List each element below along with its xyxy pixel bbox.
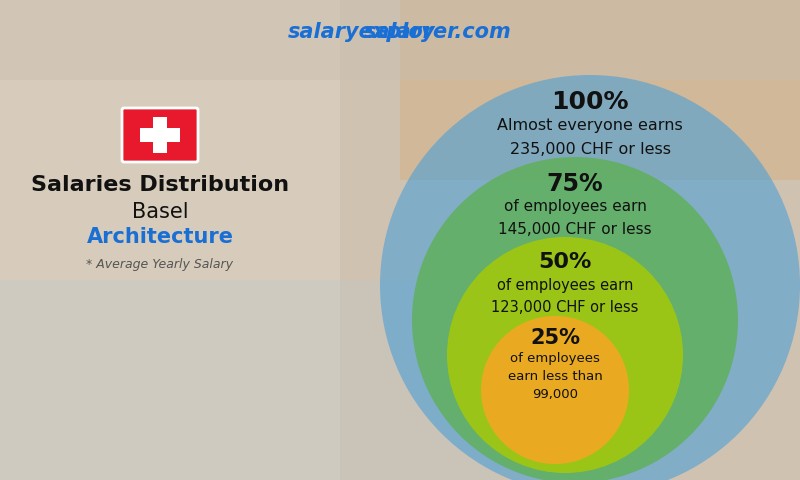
- Text: 123,000 CHF or less: 123,000 CHF or less: [491, 300, 638, 315]
- Text: 145,000 CHF or less: 145,000 CHF or less: [498, 222, 652, 237]
- Bar: [0, 0, 340, 480]
- Text: 50%: 50%: [538, 252, 592, 272]
- Text: Salaries Distribution: Salaries Distribution: [31, 175, 289, 195]
- Text: Architecture: Architecture: [86, 227, 234, 247]
- Circle shape: [481, 316, 629, 464]
- Circle shape: [447, 237, 683, 473]
- Text: Basel: Basel: [132, 202, 188, 222]
- Text: 235,000 CHF or less: 235,000 CHF or less: [510, 142, 670, 157]
- Text: salaryexplorer.com: salaryexplorer.com: [288, 22, 512, 42]
- Bar: [140, 128, 180, 142]
- Bar: [0, 280, 500, 480]
- Text: 99,000: 99,000: [532, 388, 578, 401]
- Text: salary: salary: [364, 22, 436, 42]
- Text: earn less than: earn less than: [508, 370, 602, 383]
- Text: of employees: of employees: [510, 352, 600, 365]
- Bar: [0, 0, 800, 80]
- Circle shape: [412, 157, 738, 480]
- Text: * Average Yearly Salary: * Average Yearly Salary: [86, 258, 234, 271]
- Text: 75%: 75%: [546, 172, 603, 196]
- Bar: [400, 0, 800, 180]
- Text: Almost everyone earns: Almost everyone earns: [497, 118, 683, 133]
- FancyBboxPatch shape: [122, 108, 198, 162]
- Text: 25%: 25%: [530, 328, 580, 348]
- Text: of employees earn: of employees earn: [503, 199, 646, 214]
- Bar: [153, 117, 167, 153]
- Text: 100%: 100%: [551, 90, 629, 114]
- Text: of employees earn: of employees earn: [497, 278, 633, 293]
- Circle shape: [380, 75, 800, 480]
